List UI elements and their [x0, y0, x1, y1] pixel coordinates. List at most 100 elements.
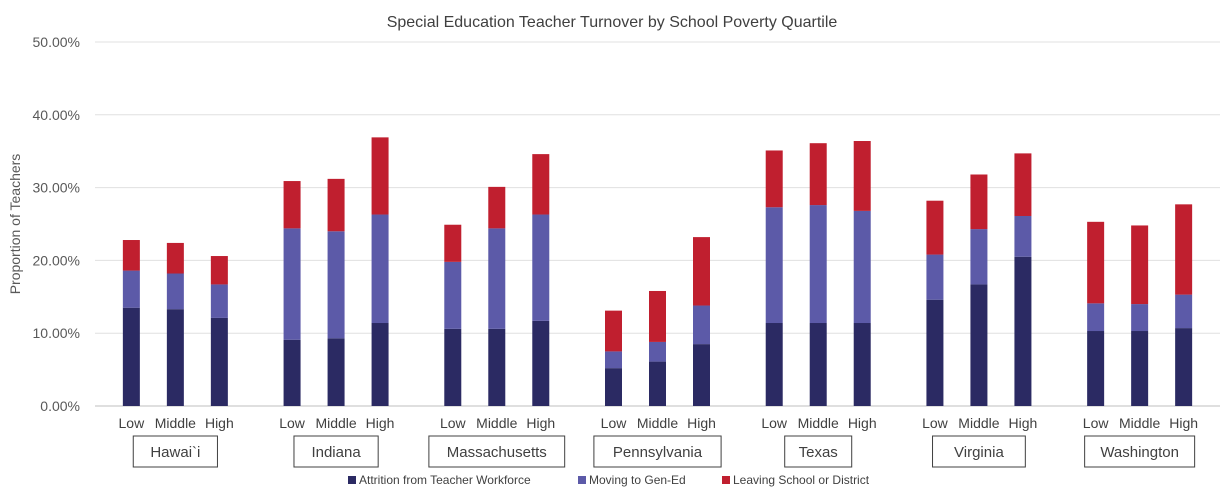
x-category-label: Low — [922, 415, 949, 431]
x-category-label: Low — [440, 415, 467, 431]
x-category-label: Middle — [155, 415, 196, 431]
bar-segment — [371, 323, 389, 406]
group-label-box — [593, 435, 722, 468]
x-category-label: High — [687, 415, 716, 431]
bar-segment — [970, 229, 988, 285]
bar-segment — [283, 228, 301, 340]
bar-segment — [605, 351, 622, 369]
bar-segment — [693, 344, 710, 406]
x-category-label: Low — [1083, 415, 1110, 431]
y-axis-label: Proportion of Teachers — [7, 154, 23, 295]
bar-segment — [1175, 328, 1193, 406]
bar-segment — [809, 323, 827, 406]
bar-segment — [122, 307, 140, 406]
bar-segment — [649, 341, 666, 362]
bar-segment — [283, 339, 301, 406]
bar-segment — [1087, 331, 1105, 406]
bar-segment — [371, 214, 389, 324]
bar-segment — [693, 237, 710, 306]
x-category-label: Middle — [798, 415, 839, 431]
x-axis-categories: Low Middle High Low Middle High Low Middle High L… — [119, 415, 1199, 431]
x-category-label: Middle — [1119, 415, 1160, 431]
bar-segment — [1131, 304, 1149, 332]
bar-segment — [1131, 331, 1149, 406]
bar-segment — [327, 178, 345, 232]
bar-segment — [371, 137, 389, 215]
legend-swatch — [722, 476, 730, 484]
legend-label: Attrition from Teacher Workforce — [359, 473, 531, 487]
bar-segment — [210, 317, 228, 406]
x-category-label: Middle — [315, 415, 356, 431]
bar-segment — [1175, 204, 1193, 295]
x-category-label: Low — [279, 415, 306, 431]
bar-segment — [166, 242, 184, 274]
group-label-box — [132, 435, 218, 468]
bar-segment — [444, 328, 462, 406]
bar-segment — [444, 261, 462, 329]
bar-segment — [853, 141, 871, 211]
x-category-label: Low — [119, 415, 146, 431]
bar-segment — [283, 181, 301, 229]
bar-segment — [1087, 303, 1105, 332]
bar-segment — [210, 284, 228, 318]
x-category-label: High — [205, 415, 234, 431]
group-label: Indiana — [311, 444, 361, 461]
y-tick-label: 40.00% — [33, 107, 80, 123]
y-axis-ticks: 0.00% 10.00% 20.00% 30.00% 40.00% 50.00% — [33, 34, 80, 414]
bar-segment — [1175, 294, 1193, 329]
bar-segment — [122, 270, 140, 308]
bar-segment — [765, 150, 783, 208]
bar-segment — [1014, 256, 1032, 406]
bar-segment — [488, 186, 506, 229]
bar-segment — [970, 174, 988, 230]
x-category-label: Middle — [958, 415, 999, 431]
bar-segment — [765, 323, 783, 406]
group-label-box — [428, 435, 566, 468]
legend-label: Moving to Gen-Ed — [589, 473, 686, 487]
bar-segment — [809, 205, 827, 324]
y-tick-label: 10.00% — [33, 325, 80, 341]
bar-segment — [1014, 215, 1032, 257]
group-label: Pennsylvania — [613, 444, 703, 461]
bar-segment — [166, 309, 184, 406]
bar-segment — [488, 228, 506, 329]
bar-segment — [444, 224, 462, 262]
x-category-label: Middle — [476, 415, 517, 431]
y-tick-label: 30.00% — [33, 180, 80, 196]
bar-segment — [853, 210, 871, 324]
bar-segment — [926, 254, 944, 300]
group-label: Washington — [1100, 444, 1179, 461]
bar-segment — [649, 361, 666, 406]
group-label: Texas — [799, 444, 838, 461]
group-label: Virginia — [954, 444, 1004, 461]
bar-segment — [926, 299, 944, 406]
bar-segment — [1087, 221, 1105, 304]
gridlines — [95, 41, 1220, 407]
x-category-label: High — [848, 415, 877, 431]
x-category-label: High — [526, 415, 555, 431]
bar-segment — [327, 231, 345, 339]
bar-segment — [970, 284, 988, 406]
bar-segment — [488, 328, 506, 406]
group-label-box — [1084, 435, 1196, 468]
bar-segment — [605, 368, 622, 406]
bar-segment — [122, 240, 140, 271]
bar-segment — [532, 320, 550, 406]
bar-segment — [166, 273, 184, 310]
bar-segment — [532, 154, 550, 215]
bar-segment — [693, 305, 710, 345]
bar-segment — [853, 323, 871, 406]
group-label-box — [932, 435, 1026, 468]
x-category-label: High — [1169, 415, 1198, 431]
x-category-label: High — [366, 415, 395, 431]
bar-segment — [765, 207, 783, 324]
x-category-label: Low — [761, 415, 788, 431]
group-label-box — [784, 435, 853, 468]
bar-segment — [926, 200, 944, 255]
x-category-label: Middle — [637, 415, 678, 431]
bar-segment — [532, 214, 550, 321]
bar-segment — [605, 310, 622, 352]
group-label: Massachusetts — [447, 444, 547, 461]
legend: Attrition from Teacher Workforce Moving t… — [348, 473, 870, 487]
